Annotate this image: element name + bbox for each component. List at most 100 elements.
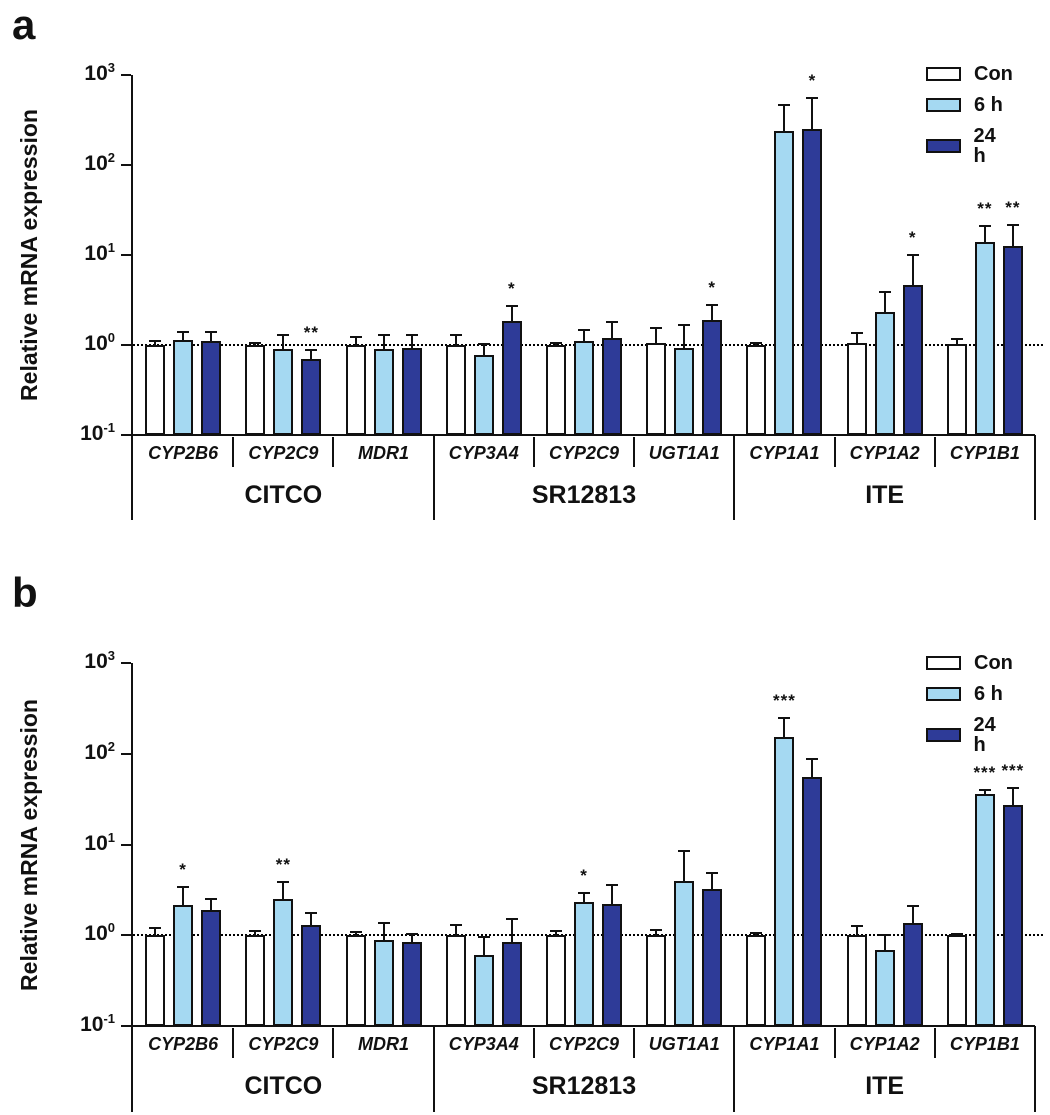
gene-separator [933, 1028, 936, 1058]
y-tick-label: 103 [84, 60, 115, 85]
legend-swatch [926, 98, 961, 112]
error-bar [955, 338, 958, 345]
error-bar [482, 937, 485, 956]
error-bar-cap [249, 342, 262, 345]
y-axis-line [131, 75, 133, 520]
panel-letter: b [12, 569, 38, 616]
bar-Con-UGT1A1 [646, 343, 667, 435]
error-bar-cap [706, 303, 719, 306]
error-bar [811, 98, 814, 130]
error-bar-cap [906, 254, 919, 257]
bar-24h-CYP1A1 [802, 129, 823, 435]
error-bar [310, 913, 313, 925]
gene-separator [833, 437, 836, 467]
bar-Con-CYP2C9 [546, 935, 566, 1026]
gene-separator [232, 1028, 235, 1058]
legend-label: Con [974, 63, 1013, 85]
bar-Con-CYP1A2 [846, 343, 867, 435]
error-bar [583, 330, 585, 342]
error-bar-cap [377, 922, 390, 925]
y-axis-title: Relative mRNA expression [16, 109, 42, 401]
bar-Con-CYP2C9 [245, 345, 266, 435]
bar-6h-CYP2C9 [273, 899, 294, 1026]
group-label-CITCO: CITCO [244, 481, 323, 509]
y-tick-label: 103 [84, 648, 115, 673]
y-axis-tick [121, 843, 131, 846]
error-bar [611, 322, 613, 338]
error-bar [1011, 787, 1014, 806]
legend-label: 24 h [973, 125, 996, 167]
bar-6h-CYP3A4 [473, 354, 494, 435]
y-tick-label: 102 [84, 738, 115, 764]
error-bar-cap [750, 931, 763, 934]
gene-separator [232, 437, 235, 467]
error-bar-cap [878, 290, 891, 293]
bar-6h-CYP2B6 [173, 905, 194, 1026]
error-bar-cap [477, 343, 490, 346]
bar-6h-UGT1A1 [674, 348, 695, 435]
error-bar-cap [449, 923, 462, 926]
group-boundary [432, 435, 435, 520]
error-bar-cap [205, 898, 218, 901]
gene-separator [532, 1028, 535, 1058]
bar-Con-CYP2C9 [245, 935, 266, 1026]
error-bar-cap [606, 883, 618, 886]
gene-separator [532, 437, 535, 467]
error-bar [555, 342, 557, 345]
error-bar [410, 934, 413, 942]
bar-6h-CYP2C9 [273, 349, 294, 435]
error-bar-cap [149, 927, 162, 930]
error-bar [182, 887, 185, 906]
legend-row: Con [926, 653, 1013, 673]
y-axis-tick [121, 254, 131, 256]
y-axis-tick [121, 74, 131, 76]
y-axis-tick [121, 662, 131, 664]
error-bar [883, 291, 886, 313]
significance-marker: * [908, 228, 917, 248]
error-bar-cap [349, 931, 362, 934]
bar-Con-CYP2B6 [145, 935, 166, 1026]
error-bar-cap [950, 337, 963, 340]
bar-Con-CYP3A4 [445, 345, 466, 435]
bar-24h-CYP1A2 [902, 923, 923, 1026]
significance-marker: * [708, 277, 717, 297]
error-bar [983, 226, 986, 243]
error-bar-cap [850, 924, 863, 927]
bar-6h-CYP1A1 [774, 130, 795, 435]
error-bar-cap [449, 334, 462, 337]
error-bar [555, 931, 557, 936]
bar-24h-CYP2B6 [201, 341, 222, 435]
error-bar-cap [177, 886, 190, 889]
error-bar [182, 331, 185, 340]
error-bar-cap [706, 871, 719, 874]
significance-marker: * [507, 279, 516, 299]
bar-6h-MDR1 [373, 940, 394, 1026]
gene-label-CYP2B6: CYP2B6 [148, 1034, 219, 1054]
error-bar-cap [950, 932, 963, 935]
error-bar-cap [578, 329, 590, 332]
gene-separator [332, 437, 335, 467]
legend-swatch [926, 687, 961, 701]
group-boundary [733, 435, 736, 520]
bar-24h-MDR1 [401, 941, 422, 1026]
error-bar [911, 255, 914, 285]
bar-6h-CYP1B1 [974, 794, 995, 1026]
error-bar [154, 928, 157, 936]
bar-24h-CYP2B6 [201, 909, 222, 1026]
error-bar [282, 334, 285, 350]
gene-label-UGT1A1: UGT1A1 [648, 1034, 720, 1054]
significance-marker: * [808, 71, 817, 91]
significance-marker: ** [303, 322, 319, 342]
gene-label-CYP2C9: CYP2C9 [248, 443, 319, 463]
error-bar-cap [305, 348, 318, 351]
error-bar-cap [405, 333, 418, 336]
error-bar [655, 327, 658, 344]
bar-6h-MDR1 [373, 349, 394, 435]
gene-label-CYP3A4: CYP3A4 [448, 1034, 519, 1054]
bar-6h-UGT1A1 [674, 880, 695, 1026]
gene-separator [833, 1028, 836, 1058]
error-bar-cap [978, 225, 991, 227]
bar-24h-CYP1A1 [802, 777, 823, 1026]
error-bar [354, 337, 357, 345]
